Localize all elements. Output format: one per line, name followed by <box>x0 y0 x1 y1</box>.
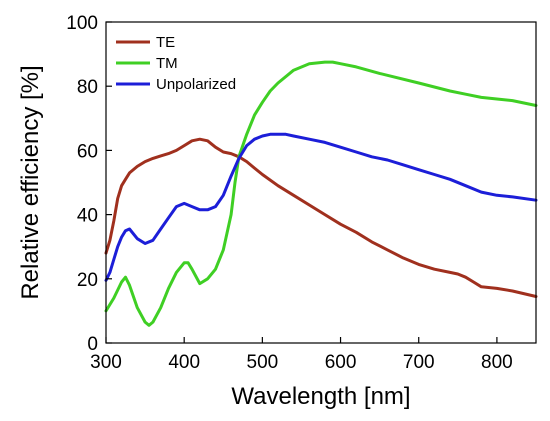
x-tick-label: 400 <box>168 352 200 373</box>
y-tick-label: 100 <box>66 13 98 34</box>
x-axis-title: Wavelength [nm] <box>231 383 410 410</box>
y-tick-label: 0 <box>87 334 98 355</box>
series-line-te <box>104 137 538 298</box>
plot-frame <box>105 21 537 344</box>
series-line-unpolarized <box>104 132 538 282</box>
legend-label: TE <box>156 34 175 51</box>
y-tick-label: 20 <box>77 270 98 291</box>
y-axis-title: Relative efficiency [%] <box>17 65 44 299</box>
x-tick-label: 800 <box>481 352 513 373</box>
legend-label: Unpolarized <box>156 76 236 93</box>
series-line-tm <box>104 60 538 327</box>
x-tick-label: 600 <box>325 352 357 373</box>
legend: TE TM Unpolarized <box>116 34 236 93</box>
x-tick-label: 300 <box>90 352 122 373</box>
y-tick-label: 60 <box>77 141 98 162</box>
x-tick-label: 500 <box>247 352 279 373</box>
legend-label: TM <box>156 55 178 72</box>
y-tick-label: 40 <box>77 206 98 227</box>
x-tick-label: 700 <box>403 352 435 373</box>
y-tick-label: 80 <box>77 77 98 98</box>
